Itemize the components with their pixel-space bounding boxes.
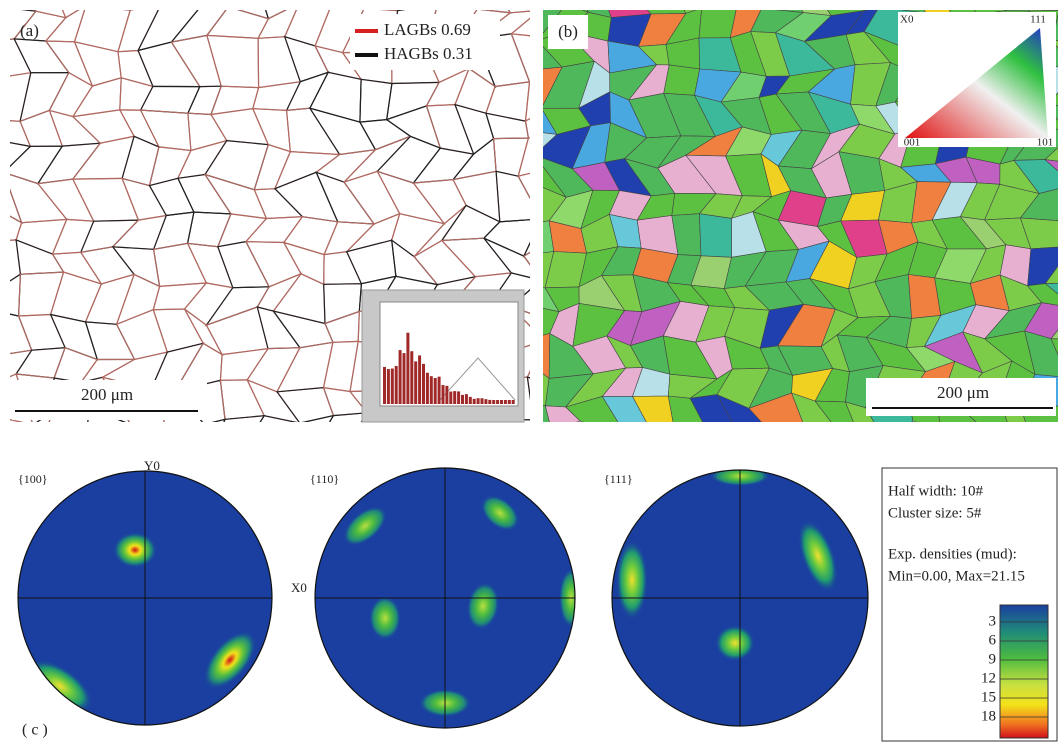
histogram-bar (461, 395, 464, 404)
grain (144, 424, 205, 444)
grain (727, 0, 762, 8)
pole-figure-label: {110} (310, 472, 339, 486)
grain (342, 0, 397, 11)
histogram-bar (500, 400, 503, 404)
histogram-bar (508, 400, 511, 404)
grain (1051, 0, 1058, 10)
grain (520, 420, 573, 460)
histogram-bar (445, 386, 448, 404)
panel-label: ( c ) (22, 722, 48, 739)
figure: (a) LAGBs 0.69 HAGBs 0.31 200 μm (b) X0 … (0, 0, 1058, 742)
legend-label: HAGBs 0.31 (384, 44, 473, 63)
histogram-bar (449, 392, 452, 404)
colorbar-label: 3 (989, 613, 997, 629)
histogram-bar (414, 361, 417, 404)
pole-figure (18, 471, 272, 725)
histogram-bar (422, 364, 425, 404)
grain (286, 0, 331, 6)
histogram-bar (387, 369, 390, 404)
panel-label: (b) (558, 22, 578, 41)
colorbar-label: 6 (989, 632, 997, 648)
grain (699, 214, 731, 258)
grain (0, 0, 36, 11)
colorbar-label: 12 (981, 670, 996, 686)
histogram-bar (512, 400, 515, 404)
histogram-bar (391, 369, 394, 404)
histogram-bar (410, 351, 413, 404)
histogram-bar (430, 376, 433, 404)
histogram-bar (395, 366, 398, 404)
histogram-bar (383, 367, 386, 404)
grain (514, 0, 566, 10)
pole-figures (18, 466, 868, 728)
histogram-bar (399, 350, 402, 404)
histogram-inset (362, 290, 524, 422)
histogram-bar (457, 391, 460, 404)
histogram-bar (484, 399, 487, 404)
histogram-bar (442, 385, 445, 404)
histogram-bar (469, 397, 472, 404)
histogram-bar (488, 400, 491, 404)
histogram-bar (434, 378, 437, 404)
axis-label: X0 (291, 580, 307, 595)
histogram-bar (504, 400, 507, 404)
histogram-bar (473, 399, 476, 404)
grain (1001, 0, 1029, 11)
histogram-bar (426, 373, 429, 404)
grain (454, 419, 512, 458)
scale-bar-label: 200 μm (937, 383, 989, 402)
panel-label: (a) (20, 21, 39, 40)
ipf-corner: 111 (1030, 14, 1046, 26)
grain (173, 419, 225, 449)
ipf-axis: X0 (900, 14, 914, 26)
histogram-bar (496, 400, 499, 404)
ipf-corner: 001 (904, 137, 921, 149)
density-peak (369, 596, 401, 640)
colorbar-label: 9 (989, 651, 997, 667)
pole-figure-label: {111} (604, 472, 633, 486)
grain (845, 0, 879, 11)
histogram-bar (481, 398, 484, 404)
grain (1018, 0, 1058, 11)
density-peak (113, 532, 157, 568)
info-line: Half width: 10# (888, 483, 983, 499)
density-peak (715, 625, 755, 661)
grain (325, 0, 365, 8)
colorbar (1000, 605, 1048, 738)
info-line: Exp. densities (mud): (888, 546, 1017, 562)
info-line: Min=0.00, Max=21.15 (888, 568, 1025, 584)
grain (187, 0, 229, 7)
pole-figure (612, 466, 868, 726)
grain (150, 0, 206, 4)
pole-figure (315, 468, 583, 728)
histogram-bar (418, 355, 421, 404)
histogram-bar (438, 377, 441, 404)
legend-label: LAGBs 0.69 (384, 20, 471, 39)
grain (491, 419, 533, 459)
ipf-corner: 101 (1037, 137, 1054, 149)
grain (75, 0, 131, 10)
grain (393, 0, 438, 11)
pole-figure-label: {100} (18, 472, 48, 486)
grain (664, 65, 700, 95)
grain (110, 424, 166, 449)
scale-bar-label: 200 μm (81, 385, 133, 404)
histogram-bar (403, 353, 406, 404)
histogram-bar (465, 394, 468, 404)
colorbar-label: 15 (981, 689, 996, 705)
grain (421, 0, 477, 9)
histogram-bar (406, 333, 409, 404)
histogram-bar (477, 398, 480, 404)
colorbar-label: 18 (981, 708, 996, 724)
grain (117, 0, 161, 10)
grain (687, 0, 737, 8)
histogram-bar (492, 400, 495, 404)
histogram-bar (453, 391, 456, 404)
grain (280, 416, 333, 459)
info-line: Cluster size: 5# (888, 505, 982, 521)
